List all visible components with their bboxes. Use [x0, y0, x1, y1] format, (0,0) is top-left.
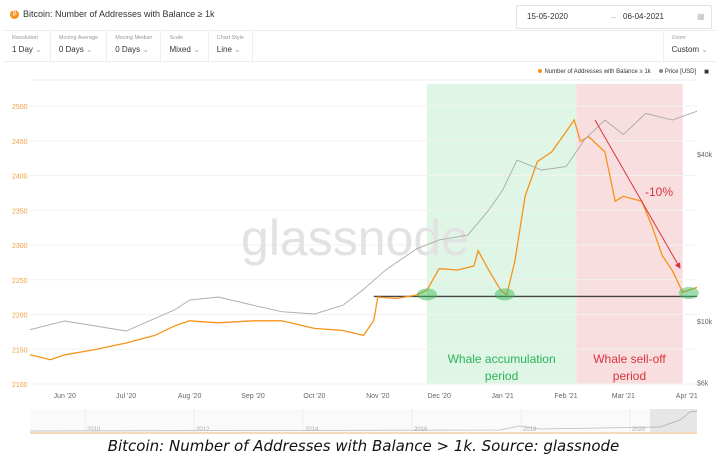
chevron-down-icon: ⌄ — [142, 45, 150, 54]
option-resolution[interactable]: Resolution 1 Day ⌄ — [4, 31, 51, 61]
option-moving-median[interactable]: Moving Median 0 Days ⌄ — [107, 31, 162, 61]
bitcoin-icon: ₿ — [10, 9, 19, 19]
navigator-year: 2010 — [87, 427, 101, 433]
x-tick: Jan '21 — [491, 393, 513, 400]
watermark: glassnode — [241, 210, 469, 266]
date-to[interactable]: 06-04-2021 — [623, 12, 664, 21]
y-right-tick: $6k — [697, 381, 709, 388]
support-touch-marker — [494, 288, 515, 301]
x-tick: Feb '21 — [554, 393, 577, 400]
x-tick: Dec '20 — [427, 393, 451, 400]
legend: Number of Addresses with Balance ≥ 1k Pr… — [538, 67, 709, 76]
x-tick: Jul '20 — [116, 393, 136, 400]
calendar-icon[interactable]: ▦ — [697, 12, 705, 21]
camera-icon[interactable]: ■ — [704, 67, 709, 76]
accumulation-band — [426, 84, 577, 384]
navigator-year: 2018 — [523, 427, 537, 433]
y-right-tick: $40k — [697, 152, 713, 159]
chevron-down-icon: ⌄ — [35, 45, 42, 54]
support-touch-marker — [678, 287, 699, 300]
navigator-window[interactable] — [650, 409, 697, 433]
legend-price[interactable]: Price [USD] — [658, 68, 696, 75]
y-left-tick: 2100 — [12, 382, 28, 389]
option-moving-average[interactable]: Moving Average 0 Days ⌄ — [51, 31, 108, 61]
toolbar: Resolution 1 Day ⌄ Moving Average 0 Days ⌄ M… — [4, 30, 716, 62]
x-tick: Oct '20 — [303, 393, 325, 400]
chevron-down-icon: ⌄ — [85, 45, 93, 54]
series-addresses — [29, 118, 698, 361]
x-tick: Mar '21 — [612, 393, 635, 400]
navigator-series — [29, 410, 698, 432]
y-left-tick: 2200 — [12, 313, 28, 320]
chevron-down-icon: ⌄ — [193, 45, 200, 54]
arrow-icon: → — [609, 12, 617, 21]
x-tick: Aug '20 — [178, 393, 202, 400]
selloff-label: Whale sell-off — [593, 352, 666, 366]
date-from[interactable]: 15-05-2020 — [527, 12, 568, 21]
caption: Bitcoin: Number of Addresses with Balanc… — [107, 437, 620, 455]
accumulation-label: period — [485, 369, 518, 383]
selloff-label: period — [613, 369, 646, 383]
option-zoom[interactable]: Zoom Custom ⌄ — [662, 31, 717, 61]
y-left-tick: 2500 — [12, 104, 28, 111]
y-right-tick: $10k — [697, 319, 713, 326]
selloff-band — [576, 84, 683, 384]
x-tick: Apr '21 — [676, 393, 698, 400]
y-left-tick: 2250 — [12, 278, 28, 285]
y-left-tick: 2400 — [12, 174, 28, 181]
navigator-scrollbar[interactable] — [30, 432, 697, 434]
x-tick: Sep '20 — [241, 393, 265, 400]
navigator — [30, 409, 697, 433]
decline-arrow — [594, 119, 681, 269]
x-tick: Jun '20 — [54, 393, 76, 400]
navigator-year: 2012 — [196, 427, 210, 433]
x-tick: Nov '20 — [366, 393, 390, 400]
accumulation-label: Whale accumulation — [448, 352, 556, 366]
option-scale[interactable]: Scale Mixed ⌄ — [161, 31, 209, 61]
legend-addresses[interactable]: Number of Addresses with Balance ≥ 1k — [538, 68, 651, 75]
y-left-tick: 2350 — [12, 208, 28, 215]
y-left-tick: 2150 — [12, 347, 28, 354]
change-label: -10% — [645, 185, 673, 199]
option-chart-style[interactable]: Chart Style Line ⌄ — [209, 31, 253, 61]
series-price — [29, 110, 698, 332]
chart: 2100 2150 2200 2250 2300 2350 2400 2450 2500 $6k $… — [12, 79, 713, 434]
y-left-tick: 2300 — [12, 243, 28, 250]
navigator-year: 2020 — [632, 427, 646, 433]
chevron-down-icon: ⌄ — [234, 45, 241, 54]
support-touch-marker — [416, 288, 437, 301]
chart-title: ₿ Bitcoin: Number of Addresses with Balan… — [10, 9, 215, 19]
y-left-tick: 2450 — [12, 139, 28, 146]
date-range-picker[interactable]: 15-05-2020 → 06-04-2021 ▦ — [516, 5, 712, 29]
